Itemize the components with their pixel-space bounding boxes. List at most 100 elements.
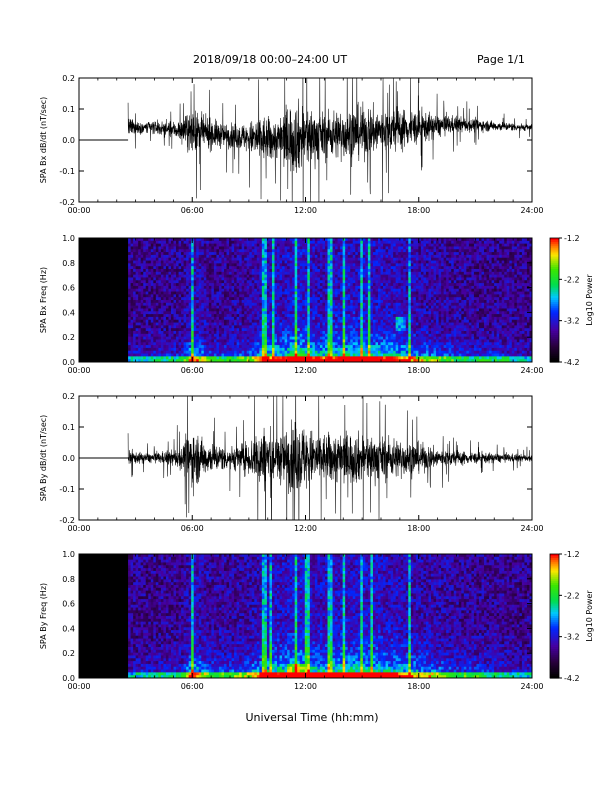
spectrogram-cell [236,305,240,309]
spectrogram-cell [372,257,376,261]
spectrogram-cell [236,249,240,253]
spectrogram-cell [198,319,202,323]
spectrogram-cell [168,314,172,318]
spectrogram-cell [206,345,210,349]
spectrogram-cell [314,257,318,261]
spectrogram-cell [287,271,291,276]
spectrogram-cell [335,294,339,298]
spectrogram-cell [362,322,366,326]
spectrogram-cell [254,316,258,321]
spectrogram-cell [355,345,359,349]
spectrogram-cell [216,294,220,298]
spectrogram-cell [140,311,144,315]
spectrogram-cell [218,277,222,281]
spectrogram-cell [246,328,250,332]
spectrogram-cell [398,319,402,323]
spectrogram-cell [234,288,238,292]
spectrogram-cell [234,243,238,247]
spectrogram-cell [213,314,217,318]
spectrogram-cell [408,266,412,270]
spectrogram-cell [314,308,318,312]
spectrogram-cell [314,356,318,360]
spectrogram-cell [360,305,364,309]
spectrogram-cell [196,316,200,321]
spectrogram-cell [254,345,258,349]
spectrogram-cell [360,300,364,304]
spectrogram-cell [173,328,177,332]
spectrogram-cell [130,285,134,290]
spectrogram-cell [388,277,392,281]
spectrogram-cell [216,280,220,284]
spectrogram-cell [350,252,354,256]
spectrogram-cell [312,350,316,354]
spectrogram-cell [203,263,207,267]
spectrogram-cell [231,240,235,245]
spectrogram-cell [176,328,179,332]
spectrogram-cell [145,328,149,332]
spectrogram-cell [160,308,164,312]
spectrogram-cell [229,316,232,321]
spectrogram-cell [130,297,134,301]
spectrogram-cell [208,254,212,259]
spectrogram-cell [390,347,394,352]
spectrogram-cell [181,252,185,256]
spectrogram-cell [130,319,134,323]
spectrogram-cell [360,274,364,278]
spectrogram-cell [277,277,280,281]
spectrogram-cell [208,328,212,332]
spectrogram-cell [206,300,210,304]
spectrogram-cell [145,291,149,295]
spectrogram-cell [388,336,392,340]
spectrogram-cell [163,339,167,343]
spectrogram-cell [170,302,174,307]
spectrogram-cell [314,240,318,245]
spectrogram-cell [378,254,381,259]
spectrogram-cell [138,305,142,309]
spectrogram-cell [239,240,243,245]
spectrogram-cell [312,308,316,312]
spectrogram-cell [160,291,164,295]
spectrogram-cell [299,297,303,301]
spectrogram-cell [183,285,187,290]
spectrogram-cell [234,356,238,360]
spectrogram-cell [193,333,197,338]
spectrogram-cell [143,345,147,349]
spectrogram-cell [239,300,243,304]
spectrogram-cell [201,314,205,318]
spectrogram-cell [206,339,210,343]
spectrogram-cell [403,316,407,321]
spectrogram-cell [211,347,215,352]
spectrogram-cell [400,283,404,287]
spectrogram-cell [148,266,152,270]
spectrogram-cell [178,297,182,301]
spectrogram-cell [403,342,407,346]
spectrogram-cell [229,249,232,253]
spectrogram-cell [289,316,293,321]
spectrogram-cell [208,302,212,307]
spectrogram-cell [357,294,361,298]
spectrogram-cell [266,263,270,267]
spectrogram-cell [372,249,376,253]
spectrogram-cell [196,274,200,278]
spectrogram-cell [365,297,369,301]
spectrogram-cell [319,257,323,261]
spectrogram-cell [347,300,351,304]
spectrogram-cell [355,359,359,363]
spectrogram-cell [158,300,162,304]
spectrogram-cell [355,263,359,267]
spectrogram-cell [241,297,245,301]
spectrogram-cell [145,283,149,287]
spectrogram-cell [322,342,326,346]
spectrogram-cell [178,274,182,278]
spectrogram-cell [221,319,225,323]
spectrogram-cell [173,311,177,315]
spectrogram-cell [309,271,313,276]
spectrogram-cell [176,305,179,309]
spectrogram-cell [350,336,354,340]
spectrogram-cell [206,240,210,245]
spectrogram-cell [145,316,149,321]
spectrogram-cell [140,263,144,267]
spectrogram-cell [130,283,134,287]
spectrogram-cell [135,283,139,287]
spectrogram-cell [302,353,306,357]
